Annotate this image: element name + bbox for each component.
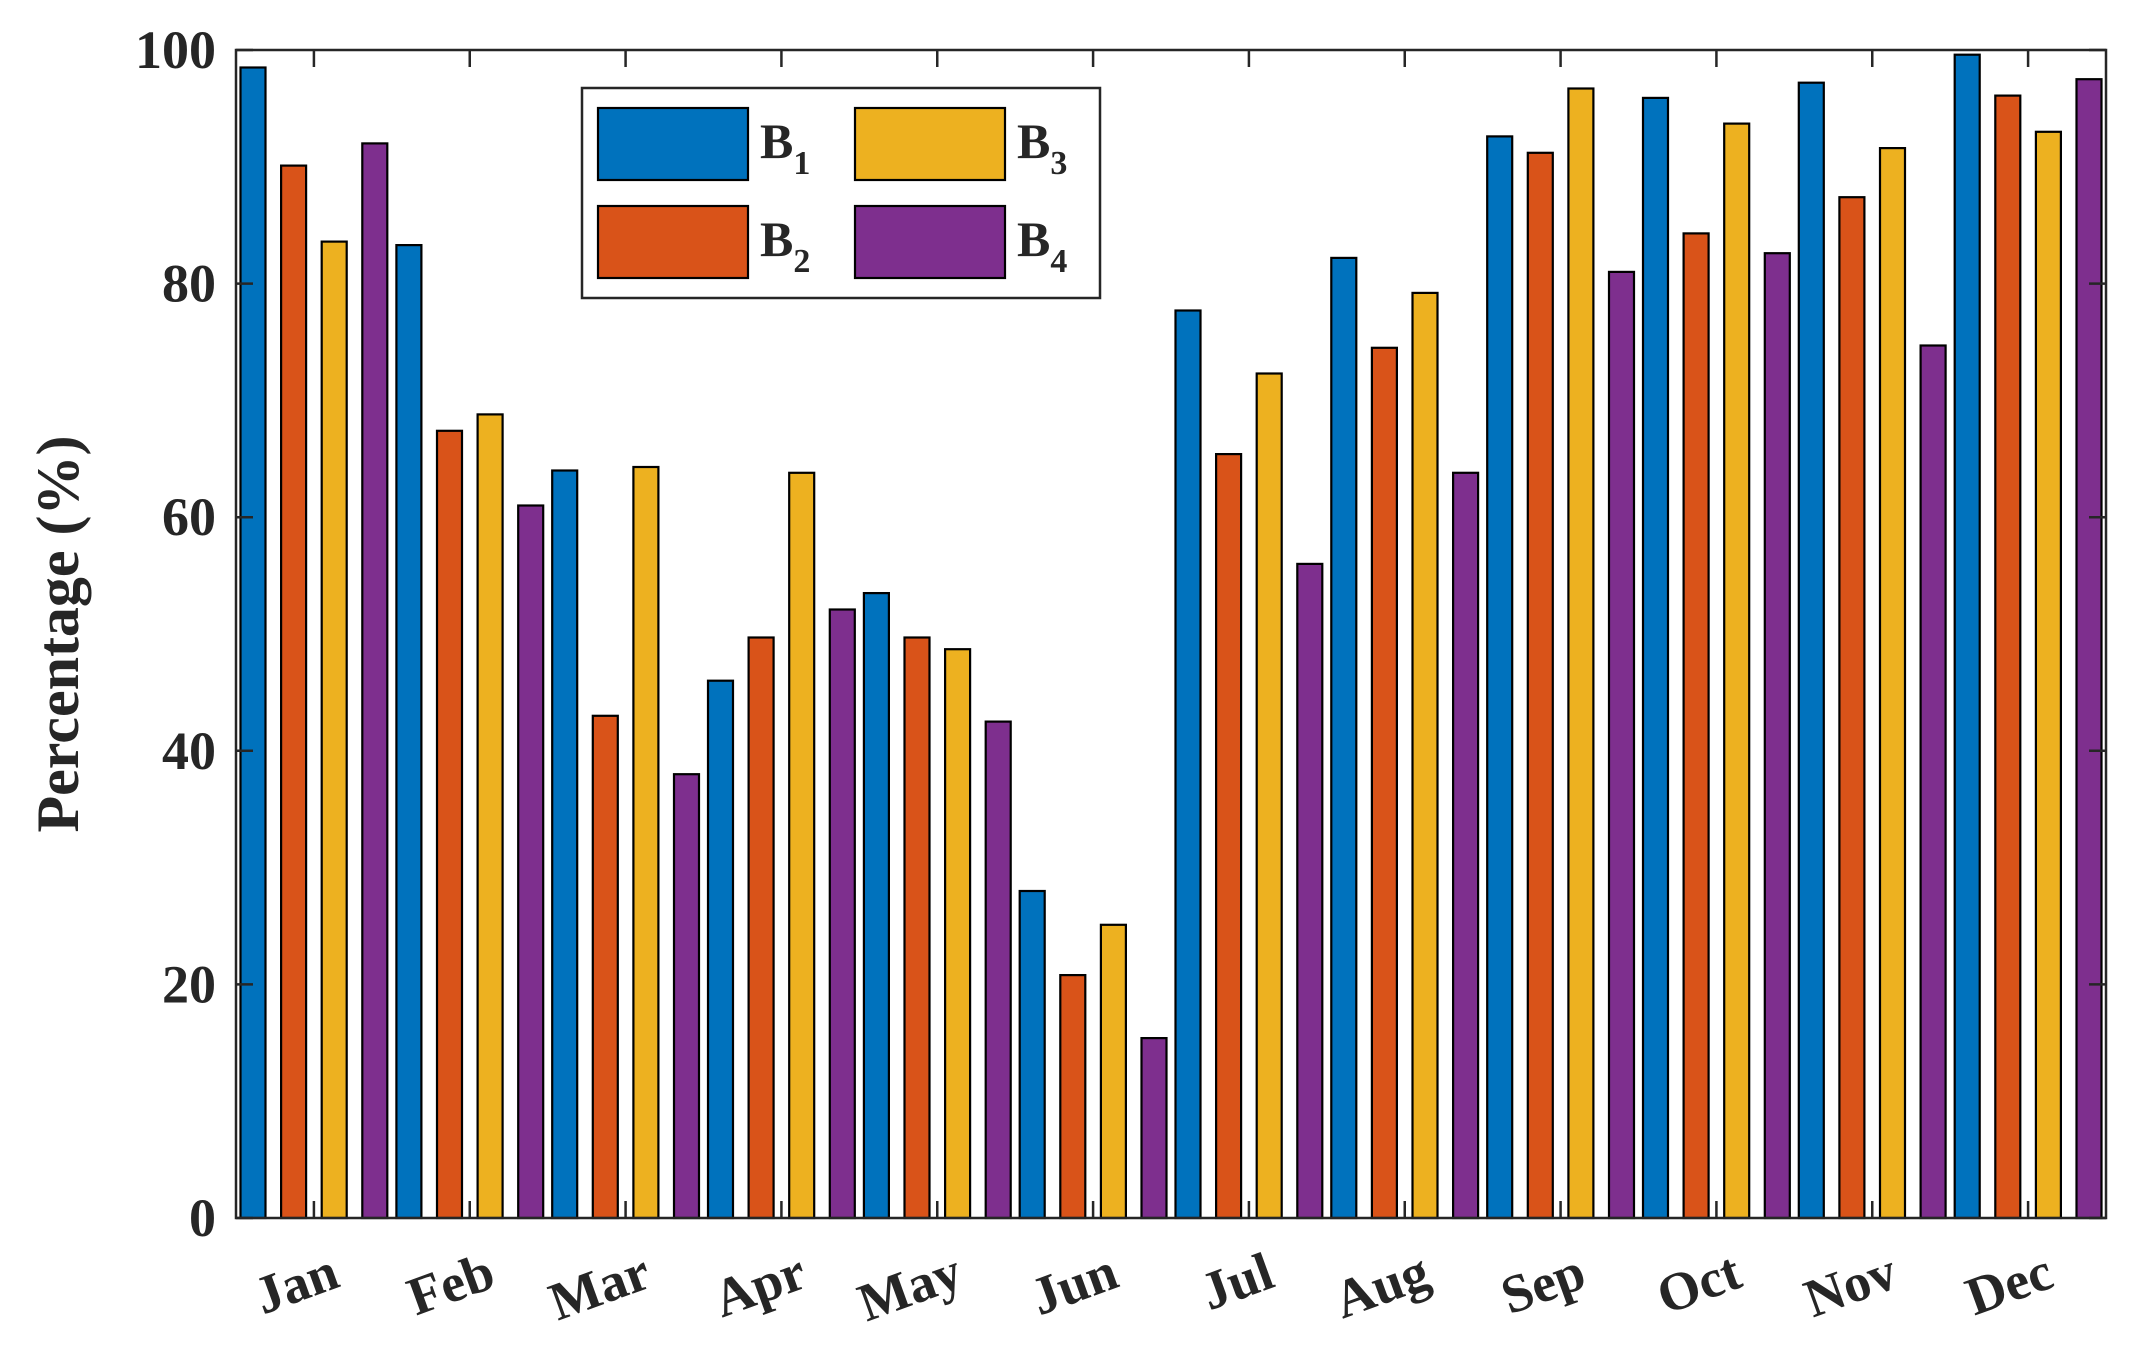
bar-b3-may [943,648,972,1220]
legend-swatch-b3 [853,106,1007,182]
bar-b2-oct [1682,232,1710,1220]
bar-b2-dec [1994,94,2022,1220]
bar-b2-may [903,636,931,1220]
bar-b3-sep [1567,87,1595,1220]
bar-b1-dec [1953,53,1981,1220]
bar-b3-jul [1255,372,1283,1220]
bar-b4-aug [1451,471,1480,1220]
legend-swatch-b1 [596,106,750,182]
bar-b1-apr [706,679,735,1220]
bar-b3-nov [1878,147,1907,1220]
bar-b2-jan [280,164,308,1220]
legend-swatch-b2 [596,204,750,280]
bar-b4-feb [517,504,545,1220]
y-tick-label: 100 [135,20,216,80]
bar-b2-feb [435,429,464,1220]
bar-b2-aug [1370,346,1399,1220]
bar-b3-jan [320,240,348,1220]
bar-b3-dec [2034,130,2063,1220]
y-axis-title: Percentage (%) [25,435,91,832]
bar-b1-may [862,591,891,1220]
y-tick-label: 0 [189,1188,216,1248]
y-tick-label: 80 [162,254,216,314]
bar-b1-oct [1641,96,1670,1220]
bar-b1-jun [1018,889,1046,1220]
plot-frame [234,48,2108,1220]
bar-b2-jun [1059,973,1087,1220]
bar-b2-apr [747,636,775,1220]
bar-b4-jul [1296,562,1324,1220]
bar-b3-mar [632,465,660,1220]
bar-b4-apr [828,608,856,1220]
legend-label-b1: B1 [760,113,810,182]
bar-b4-may [984,720,1012,1220]
bar-b4-nov [1919,344,1947,1220]
bar-b3-feb [476,413,504,1220]
bar-b3-aug [1411,291,1439,1220]
legend-label-b4: B4 [1017,211,1067,280]
y-tick-label: 60 [162,487,216,547]
bar-b4-jan [361,142,389,1220]
y-tick-label: 40 [162,721,216,781]
bars-layer [239,53,2103,1220]
bar-b3-oct [1723,122,1751,1220]
bar-b2-sep [1526,151,1554,1220]
legend-label-b3: B3 [1017,113,1067,182]
bar-b2-nov [1838,196,1866,1220]
legend-label-b2: B2 [760,211,810,280]
bar-b2-jul [1214,453,1243,1220]
bar-b1-jan [239,66,267,1220]
bar-b1-nov [1797,81,1825,1220]
bar-b1-jul [1174,309,1202,1220]
bar-b1-feb [395,244,423,1220]
bar-b4-jun [1140,1036,1168,1220]
bar-b3-jun [1099,923,1128,1220]
bar-b3-apr [788,471,816,1220]
bar-b1-aug [1330,256,1358,1220]
legend: B1 B3 B2 B4 [580,86,1102,300]
bar-b1-sep [1486,135,1514,1220]
bar-b2-mar [591,714,619,1220]
bar-b4-dec [2075,78,2103,1220]
bar-b4-mar [672,773,701,1220]
bar-b1-mar [551,469,579,1220]
legend-swatch-b4 [853,204,1007,280]
bar-b4-oct [1763,252,1791,1220]
y-tick-label: 20 [162,954,216,1014]
bar-b4-sep [1607,270,1636,1220]
